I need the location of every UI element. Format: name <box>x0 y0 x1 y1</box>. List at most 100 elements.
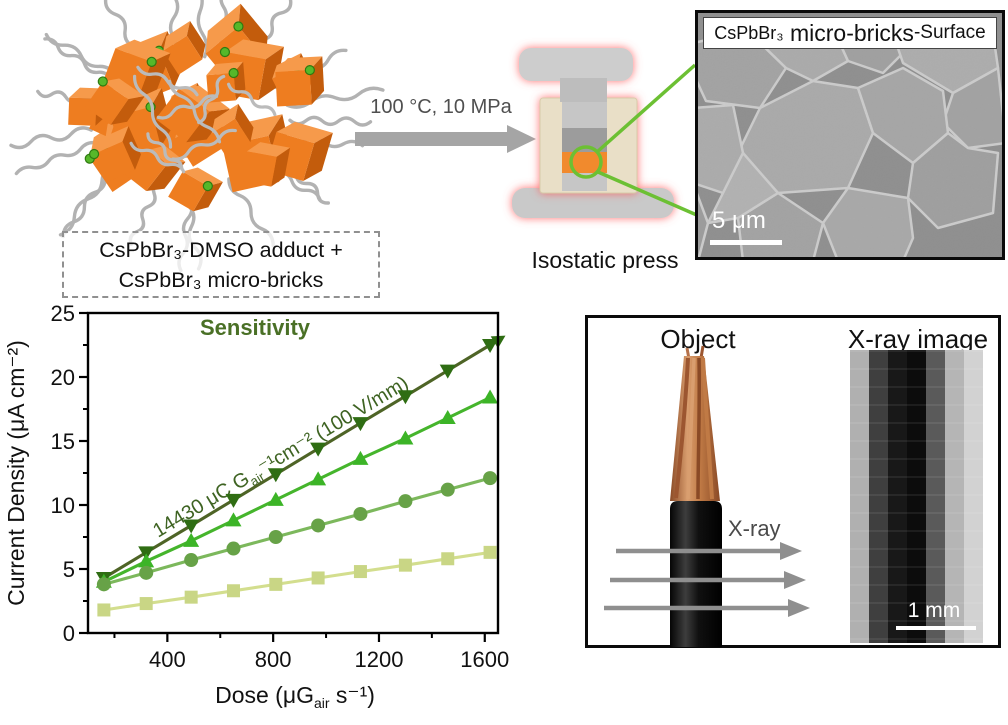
data-point <box>483 471 498 486</box>
y-tick-label: 5 <box>63 557 75 582</box>
isostatic-press-illustration <box>505 20 705 275</box>
xlabel-p2: s⁻¹) <box>330 682 375 708</box>
x-axis-label: Dose (μGair s⁻¹) <box>215 682 375 711</box>
process-conditions-label: 100 °C, 10 MPa <box>370 96 512 118</box>
press-label: Isostatic press <box>531 247 679 273</box>
press-top-plate <box>519 48 633 81</box>
radiograph-band <box>869 350 888 643</box>
x-tick-label: 400 <box>149 647 186 672</box>
data-point <box>184 553 199 568</box>
series-circle <box>96 471 498 592</box>
series-line <box>103 396 491 584</box>
sensitivity-chart: Sensitivity 14430 μC Gair⁻¹cm⁻² (100 V/m… <box>0 295 530 725</box>
ligand-head <box>304 65 315 76</box>
xray-beam-arrows <box>604 542 810 617</box>
ligand-head <box>219 46 231 58</box>
micro-brick <box>275 56 325 107</box>
series-triangle-down <box>95 335 506 586</box>
micro-bricks-group <box>68 3 333 212</box>
data-point <box>397 430 414 445</box>
data-point <box>226 541 241 556</box>
sem-title: CsPbBr₃ micro-bricks -Surface <box>703 17 997 49</box>
data-point <box>139 597 153 611</box>
ligand-head <box>97 76 108 87</box>
ligand-head <box>88 148 100 160</box>
data-point <box>398 558 412 572</box>
data-point <box>311 518 326 533</box>
wire-insulation <box>670 501 722 647</box>
data-point <box>397 390 414 405</box>
data-point <box>310 442 327 457</box>
y-tick-label: 25 <box>51 301 75 326</box>
data-point <box>268 530 283 544</box>
callout-circle <box>569 145 603 179</box>
x-tick-label: 1200 <box>354 647 403 672</box>
ligand-head <box>233 21 244 32</box>
press-drawing <box>512 48 700 218</box>
copper-strands <box>670 356 720 501</box>
ligand-head <box>202 180 213 192</box>
data-point <box>139 565 154 580</box>
object-label: Object <box>660 324 736 354</box>
data-point <box>96 577 111 592</box>
ligand-head <box>228 67 239 79</box>
data-point <box>138 553 155 568</box>
data-point <box>97 603 111 617</box>
series-triangle-up <box>95 389 499 588</box>
press-bottom-plate <box>512 188 674 218</box>
data-point <box>226 584 240 598</box>
data-point <box>441 552 455 566</box>
wire-photo <box>658 345 738 651</box>
plot-frame <box>86 311 500 635</box>
y-tick-label: 10 <box>51 493 75 518</box>
xlabel-p1: Dose (μG <box>215 682 314 708</box>
data-point <box>183 532 200 547</box>
data-point <box>398 494 413 509</box>
micro-brick <box>163 20 206 75</box>
micro-brick <box>241 142 291 187</box>
micro-brick <box>85 76 145 125</box>
sem-title-bricks: micro-bricks <box>783 19 914 46</box>
right-arrow-icon <box>355 125 536 153</box>
callout-line-top <box>595 63 697 154</box>
xray-image-label: X-ray image <box>847 324 989 354</box>
ligand-head <box>146 56 157 67</box>
xray-scale-label: 1 mm <box>907 599 961 622</box>
series-line <box>103 343 491 580</box>
ligand-chains-front <box>129 65 277 174</box>
axes: 400 800 1200 1600 0 5 10 15 20 25 <box>51 301 510 672</box>
wire-drawing <box>670 345 722 647</box>
sem-title-compound: CsPbBr₃ <box>714 22 784 43</box>
adduct-label-box: CsPbBr₃-DMSO adduct + CsPbBr₃ micro-bric… <box>62 231 380 298</box>
data-point <box>310 471 327 486</box>
data-point <box>267 491 284 506</box>
y-tick-label: 15 <box>51 429 75 454</box>
annotation-p2: ⁻¹cm⁻² (100 V/mm) <box>254 372 412 479</box>
chart-annotation: 14430 μC Gair⁻¹cm⁻² (100 V/mm) <box>149 372 414 545</box>
series-square <box>97 545 497 617</box>
chart-title: Sensitivity <box>200 315 311 340</box>
sem-image: CsPbBr₃ micro-bricks -Surface 5 μm <box>695 10 1005 260</box>
data-point <box>225 493 242 508</box>
crystal-cluster-illustration <box>9 0 385 273</box>
press-neck <box>560 78 607 102</box>
sem-title-surface: -Surface <box>913 22 986 43</box>
xray-scale-bar <box>896 625 976 630</box>
micro-brick <box>211 103 254 158</box>
data-point <box>352 450 369 465</box>
xray-beam-label: X-ray <box>728 516 781 541</box>
data-point <box>439 364 456 379</box>
data-point <box>225 512 242 527</box>
y-tick-label: 20 <box>51 365 75 390</box>
y-axis-label: Current Density (μA cm⁻²) <box>3 340 29 606</box>
data-point <box>353 565 367 579</box>
process-arrow <box>338 118 548 163</box>
adduct-label-line1: CsPbBr₃-DMSO adduct + <box>99 238 343 262</box>
y-tick-label: 0 <box>63 621 75 646</box>
xray-demo-panel: Object X-ray image <box>585 315 1001 648</box>
sem-scale-bar <box>710 240 782 245</box>
data-point <box>483 545 497 559</box>
micro-bricks-cluster <box>9 0 385 273</box>
data-point <box>311 571 325 585</box>
